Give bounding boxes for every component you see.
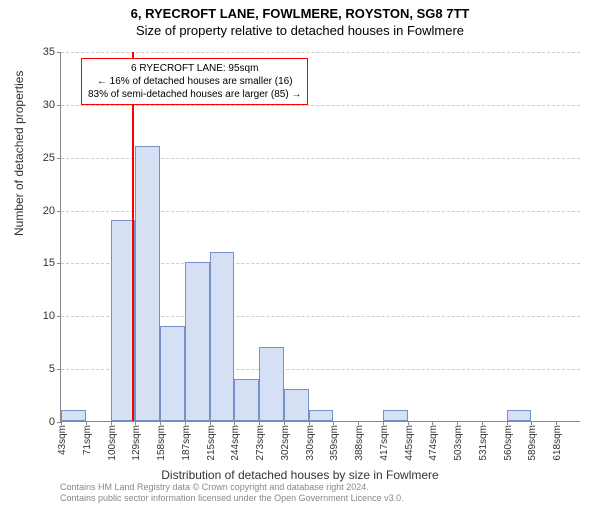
ytick-label: 30 (43, 99, 55, 111)
xtick-label: 100sqm (107, 389, 118, 425)
bar-group (61, 52, 580, 421)
ytick-mark (57, 105, 61, 106)
ytick-label: 15 (43, 257, 55, 269)
xtick-label: 129sqm (131, 389, 142, 425)
histogram-chart: 6 RYECROFT LANE: 95sqm ← 16% of detached… (60, 52, 580, 422)
xtick-label: 531sqm (478, 389, 489, 425)
ytick-mark (57, 422, 61, 423)
xtick-label: 359sqm (329, 389, 340, 425)
xtick-label: 417sqm (379, 389, 390, 425)
footer-attribution: Contains HM Land Registry data © Crown c… (60, 482, 404, 504)
xtick-label: 388sqm (354, 389, 365, 425)
chart-title-line2: Size of property relative to detached ho… (0, 23, 600, 38)
ytick-mark (57, 158, 61, 159)
xtick-label: 244sqm (230, 389, 241, 425)
annotation-line3: 83% of semi-detached houses are larger (… (88, 88, 301, 101)
xtick-label: 273sqm (255, 389, 266, 425)
footer-line2: Contains public sector information licen… (60, 493, 404, 504)
footer-line1: Contains HM Land Registry data © Crown c… (60, 482, 404, 493)
x-axis-label: Distribution of detached houses by size … (0, 468, 600, 482)
property-marker-line (132, 52, 134, 421)
histogram-bar (135, 146, 160, 421)
ytick-label: 20 (43, 205, 55, 217)
xtick-label: 215sqm (206, 389, 217, 425)
ytick-mark (57, 263, 61, 264)
xtick-label: 560sqm (503, 389, 514, 425)
ytick-label: 35 (43, 46, 55, 58)
xtick-label: 71sqm (82, 395, 93, 425)
annotation-line1: 6 RYECROFT LANE: 95sqm (88, 62, 301, 75)
chart-title-line1: 6, RYECROFT LANE, FOWLMERE, ROYSTON, SG8… (0, 6, 600, 21)
y-axis-label: Number of detached properties (12, 71, 26, 236)
ytick-label: 25 (43, 152, 55, 164)
ytick-label: 5 (49, 363, 55, 375)
property-annotation-box: 6 RYECROFT LANE: 95sqm ← 16% of detached… (81, 58, 308, 105)
xtick-label: 302sqm (280, 389, 291, 425)
ytick-mark (57, 369, 61, 370)
ytick-mark (57, 52, 61, 53)
xtick-label: 503sqm (453, 389, 464, 425)
xtick-label: 187sqm (181, 389, 192, 425)
ytick-label: 10 (43, 310, 55, 322)
xtick-label: 43sqm (57, 395, 68, 425)
xtick-label: 445sqm (404, 389, 415, 425)
xtick-label: 618sqm (552, 389, 563, 425)
annotation-line2: ← 16% of detached houses are smaller (16… (88, 75, 301, 88)
xtick-label: 474sqm (428, 389, 439, 425)
ytick-label: 0 (49, 416, 55, 428)
ytick-mark (57, 211, 61, 212)
ytick-mark (57, 316, 61, 317)
xtick-label: 330sqm (305, 389, 316, 425)
xtick-label: 158sqm (156, 389, 167, 425)
xtick-label: 589sqm (527, 389, 538, 425)
